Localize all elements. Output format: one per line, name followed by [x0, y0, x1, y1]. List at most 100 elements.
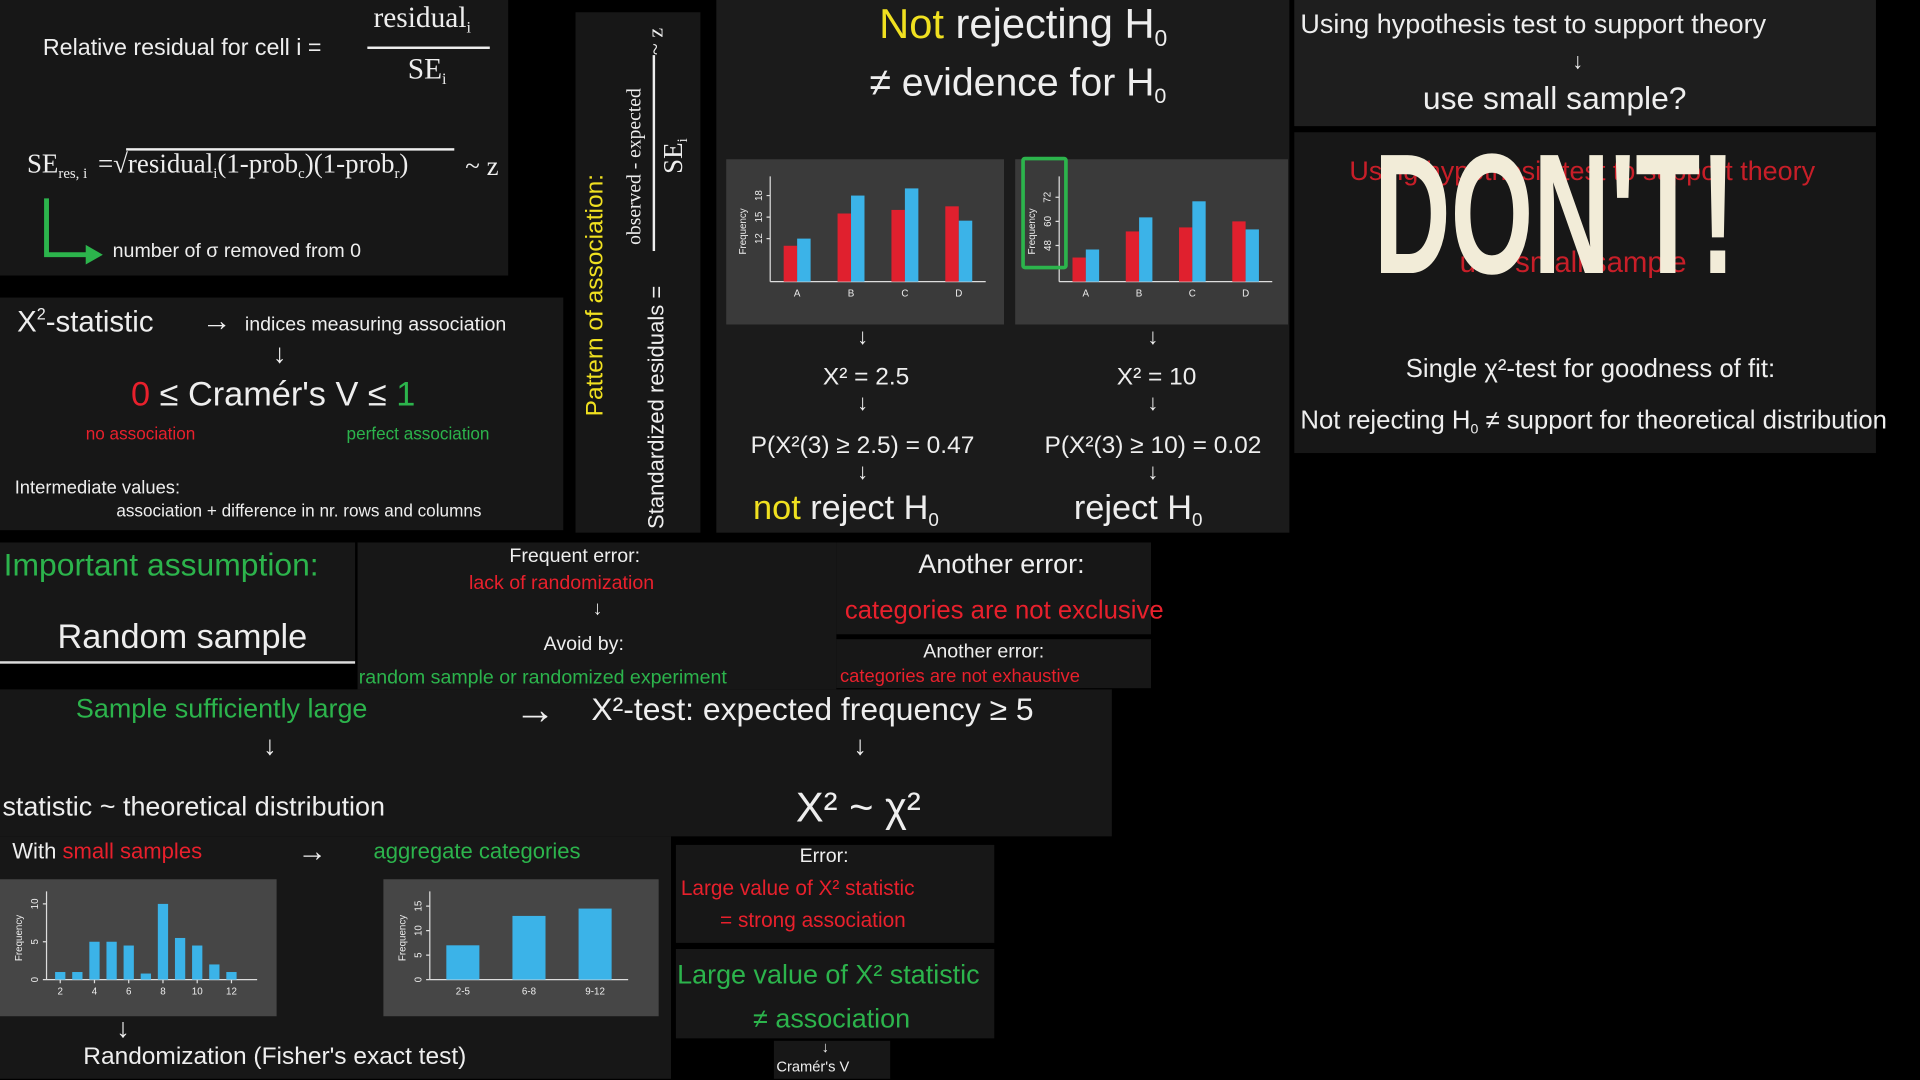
- se-formula-2-sub: c: [298, 164, 305, 182]
- arrow: →: [202, 304, 232, 338]
- subtitle-sub: 0: [1154, 83, 1167, 108]
- bar: [512, 915, 546, 980]
- note: number of σ removed from 0: [112, 241, 362, 263]
- bar: [1245, 229, 1259, 282]
- y-tick-label: 18: [754, 190, 765, 201]
- down-arrow: ↓: [116, 1012, 130, 1044]
- bar: [783, 245, 798, 282]
- down-arrow: ↓: [1147, 459, 1159, 484]
- text-line: not reject H0: [753, 489, 939, 532]
- bar: [797, 238, 811, 282]
- statement-sub: 0: [1470, 422, 1479, 438]
- exhaustive-error-panel: [836, 639, 1152, 689]
- bar: [1192, 201, 1206, 282]
- se-formula-4: ): [399, 148, 409, 179]
- x-tick-label: A: [1083, 288, 1090, 299]
- title: Frequent error:: [509, 546, 641, 567]
- bar: [1139, 217, 1153, 282]
- statistic-sup: 2: [36, 304, 46, 324]
- bar: [1085, 249, 1100, 282]
- chi-square: X² ~ χ²: [795, 784, 921, 832]
- lhs: Relative residual for cell i =: [42, 35, 322, 62]
- chart: 48 60 72 Frequency A B C D: [1015, 159, 1289, 325]
- right-decision: reject H: [1073, 488, 1193, 527]
- error-line-2: = strong association: [720, 908, 906, 932]
- bar: [578, 908, 612, 980]
- text-line: ≠ evidence for H0: [869, 60, 1167, 108]
- title: Important assumption:: [3, 546, 319, 583]
- y-axis-label: Frequency: [397, 915, 408, 961]
- x-tick-label: 6-8: [522, 986, 537, 997]
- sample-size-panel: [0, 689, 1112, 837]
- x-tick-label: 12: [226, 986, 237, 997]
- text-line: 0 ≤ Cramér's V ≤ 1: [131, 374, 416, 414]
- se-formula-1-sub: i: [213, 164, 218, 182]
- y-tick-label: 0: [413, 976, 424, 982]
- residuals-panel: [575, 12, 701, 533]
- avoid-title: Avoid by:: [543, 634, 624, 656]
- correction-panel: [675, 948, 995, 1039]
- down-arrow: ↓: [853, 729, 867, 761]
- line-1: Large value of X² statistic: [677, 958, 980, 990]
- text-line: [85, 244, 103, 265]
- numerator: observed - expected: [624, 88, 646, 245]
- y-tick-label: 0: [30, 976, 41, 982]
- bar: [837, 213, 852, 282]
- down-arrow: ↓: [273, 337, 287, 369]
- statement-title: Single χ²-test for goodness of fit:: [1405, 355, 1776, 384]
- intermediate-title: Intermediate values:: [14, 477, 181, 499]
- y-tick-label: 10: [30, 898, 41, 909]
- x-tick-label: 8: [160, 986, 166, 997]
- assumption-panel: [0, 542, 356, 664]
- x-tick-label: 4: [92, 986, 98, 997]
- text-line: Not rejecting H0 ≠ support for theoretic…: [1300, 407, 1887, 438]
- down-arrow: ↓: [857, 390, 869, 416]
- remedy: random sample or randomized experiment: [358, 667, 727, 689]
- root-line: [126, 148, 455, 151]
- text-line: =√residuali(1-probc)(1-probr): [98, 149, 408, 181]
- y-axis-label: Frequency: [14, 915, 25, 961]
- condition: Sample sufficiently large: [75, 693, 368, 724]
- text-line: [44, 198, 89, 258]
- faint-line-1: Using hypothesis test to support theory: [1349, 155, 1816, 187]
- line-2: ≠ association: [753, 1002, 911, 1034]
- x-tick-label: A: [794, 288, 801, 299]
- description: indices measuring association: [244, 314, 507, 336]
- down-arrow: ↓: [857, 324, 869, 349]
- statistic: X: [17, 305, 37, 340]
- y-tick-label: 72: [1043, 192, 1054, 203]
- error: categories are not exclusive: [844, 596, 1164, 625]
- down-arrow: ↓: [263, 729, 277, 761]
- histogram: 0 5 10 15 Frequency 2-5 6-8 9-12: [383, 879, 659, 1017]
- numerator: residual: [373, 2, 467, 35]
- question-line-1: Using hypothesis test to support theory: [1300, 8, 1767, 40]
- denominator: SE: [657, 142, 689, 174]
- statement-rest: ≠ support for theoretical distribution: [1478, 406, 1887, 435]
- text-line: X2-statistic: [17, 304, 154, 340]
- bar: [1125, 231, 1140, 282]
- faint-line-2: use small sample: [1459, 246, 1687, 280]
- x-tick-label: 9-12: [585, 986, 605, 997]
- bar: [123, 945, 134, 980]
- title-rest: rejecting H: [943, 1, 1155, 48]
- x-tick-label: B: [1136, 288, 1143, 299]
- denominator: SE: [407, 53, 443, 86]
- arrow: →: [297, 835, 327, 869]
- max: 1: [396, 374, 416, 413]
- y-tick-label: 12: [754, 233, 765, 244]
- remedy: aggregate categories: [373, 838, 581, 864]
- bar: [89, 941, 100, 980]
- left-statistic: X² = 2.5: [822, 363, 910, 391]
- subtitle: ≠ evidence for H: [869, 60, 1155, 105]
- se-label-sub: res, i: [58, 164, 88, 182]
- max-label: perfect association: [346, 423, 490, 444]
- bar: [1179, 227, 1193, 282]
- bar: [209, 964, 220, 980]
- down-arrow: ↓: [1572, 48, 1584, 74]
- x-tick-label: B: [848, 288, 855, 299]
- statistic-rest: -statistic: [45, 305, 154, 340]
- numerator-sub: i: [466, 17, 472, 37]
- bar: [958, 220, 973, 282]
- se-formula-1: =√residual: [97, 148, 214, 179]
